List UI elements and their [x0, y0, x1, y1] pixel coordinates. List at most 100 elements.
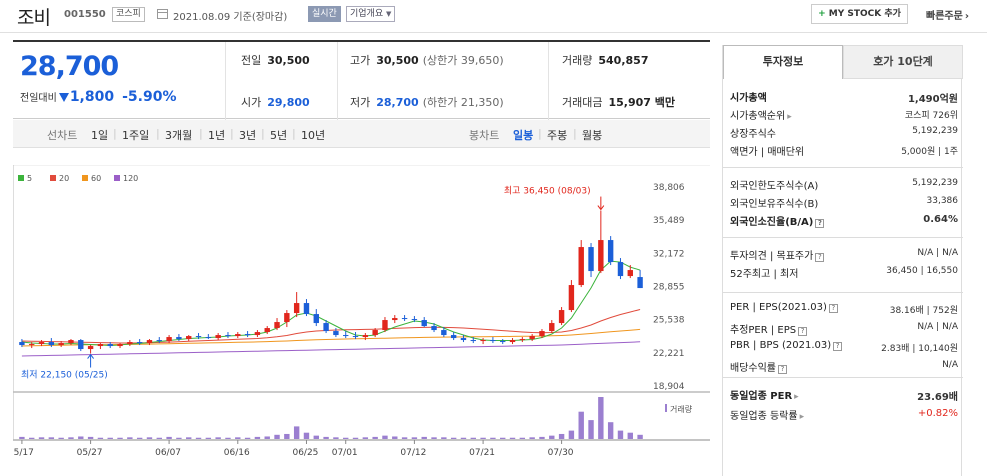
period-1d[interactable]: 1일	[91, 129, 109, 142]
volume-bar	[136, 437, 143, 439]
info-value: 코스피 726위	[904, 111, 958, 121]
open-label: 시가	[241, 96, 262, 109]
y-tick-label: 25,538	[653, 316, 685, 326]
caret-right-icon: ▸	[799, 412, 805, 422]
candle-body	[411, 319, 418, 321]
quick-order-link[interactable]: 빠른주문	[926, 7, 969, 22]
volume-bar	[558, 433, 565, 439]
low-label: 저가	[350, 96, 371, 109]
realtime-button[interactable]: 실시간	[308, 6, 341, 22]
company-overview-dropdown[interactable]: 기업개요 ▼	[346, 6, 396, 22]
candle-monthly[interactable]: 월봉	[582, 129, 603, 142]
divider: |	[199, 127, 203, 140]
candle-body	[382, 320, 388, 331]
info-label: PBR | BPS (2021.03)?	[730, 340, 843, 351]
volume-bar	[500, 437, 506, 439]
tab-order-book[interactable]: 호가 10단계	[843, 45, 963, 79]
candle-body	[490, 340, 496, 342]
volume-label: 거래량	[670, 404, 693, 414]
open-value: 29,800	[267, 96, 310, 109]
help-icon[interactable]: ?	[833, 342, 843, 351]
period-3y[interactable]: 3년	[239, 129, 257, 142]
candle-body	[186, 336, 192, 340]
candle-body	[441, 330, 447, 336]
help-icon[interactable]: ?	[778, 365, 787, 374]
candle-body	[274, 322, 280, 329]
upper-limit: (상한가 39,650)	[422, 54, 504, 67]
help-icon[interactable]: ?	[815, 253, 825, 262]
candle-body	[450, 335, 457, 339]
prev-close-label: 전일	[241, 54, 262, 67]
candle-body	[392, 318, 398, 321]
info-row: 투자의견 | 목표주가? N/A | N/A	[723, 245, 963, 263]
candle-body	[78, 340, 84, 350]
volume-legend-swatch	[665, 404, 667, 412]
candle-body	[637, 277, 643, 289]
candle-body	[235, 334, 241, 337]
info-label: PER | EPS(2021.03)?	[730, 302, 838, 313]
volume-bar	[568, 430, 575, 439]
volume-bar	[303, 432, 310, 439]
candle-body	[29, 344, 35, 346]
info-row[interactable]: 동일업종 등락률 ▸ +0.82%	[723, 405, 963, 423]
candle-body	[225, 335, 231, 337]
candle-body	[401, 318, 408, 320]
volume-bar	[244, 437, 251, 439]
candle-weekly[interactable]: 주봉	[547, 129, 568, 142]
lower-limit: (하한가 21,350)	[422, 96, 504, 109]
divider: |	[538, 127, 542, 140]
y-tick-label: 35,489	[653, 216, 685, 226]
candle-body	[254, 332, 261, 336]
section-divider	[723, 377, 963, 378]
info-value: 1,490억원	[907, 94, 958, 105]
info-label: 상장주식수	[730, 129, 776, 140]
volume-bar	[441, 437, 447, 439]
period-1y[interactable]: 1년	[208, 129, 226, 142]
candle-body	[607, 240, 614, 263]
candle-body	[578, 247, 584, 286]
chart-period-bar: 선차트 1일 | 1주일 | 3개월 | 1년 | 3년 | 5년 | 10년 …	[13, 120, 710, 148]
volume-bar	[382, 435, 388, 439]
volume-bar	[195, 437, 202, 439]
info-label: 52주최고 | 최저	[730, 269, 799, 280]
info-row[interactable]: 시가총액순위 ▸ 코스피 726위	[723, 105, 963, 123]
volume-bar	[411, 437, 418, 439]
volume-bar	[598, 397, 604, 439]
period-3m[interactable]: 3개월	[165, 129, 193, 142]
candle-body	[107, 344, 113, 347]
line-chart-label: 선차트	[47, 129, 78, 142]
stock-header: 조비 001550 코스피 2021.08.09 기준(장마감) 실시간 기업개…	[0, 0, 987, 32]
divider: |	[230, 127, 234, 140]
candle-body	[293, 303, 300, 314]
legend-label: 120	[123, 174, 138, 183]
volume-bar	[29, 437, 35, 439]
info-label: 외국인한도주식수(A)	[730, 181, 819, 192]
help-icon[interactable]: ?	[798, 327, 808, 336]
volume-bar	[68, 437, 74, 439]
candlestick-chart: 5 20 60 120 38,806 35,489 32,172 28,855 25,538 22…	[8, 164, 710, 458]
caret-right-icon: ▸	[787, 112, 792, 122]
info-label: 투자의견 | 목표주가?	[730, 247, 825, 262]
period-5y[interactable]: 5년	[270, 129, 288, 142]
info-row: 외국인소진율(B/A)? 0.64%	[723, 211, 963, 229]
tab-investment-info[interactable]: 투자정보	[723, 45, 843, 79]
volume-bar	[352, 437, 359, 439]
help-icon[interactable]: ?	[828, 304, 838, 313]
help-icon[interactable]: ?	[815, 219, 825, 228]
info-label: 동일업종 등락률 ▸	[730, 411, 805, 422]
candle-daily[interactable]: 일봉	[513, 129, 534, 142]
prev-close-value: 30,500	[267, 54, 310, 67]
legend-swatch	[114, 175, 120, 181]
period-10y[interactable]: 10년	[301, 129, 326, 142]
x-tick-label: 06/25	[292, 448, 318, 458]
volume-bar	[470, 437, 476, 439]
info-value: 33,386	[926, 196, 959, 206]
period-1w[interactable]: 1주일	[122, 129, 150, 142]
info-value: N/A	[942, 360, 958, 370]
volume-bar	[19, 436, 25, 439]
candle-body	[68, 340, 74, 344]
info-row[interactable]: 동일업종 PER ▸ 23.69배	[723, 385, 963, 403]
candle-body	[136, 342, 143, 344]
volume-bar	[637, 434, 643, 439]
add-my-stock-button[interactable]: + MY STOCK 추가	[811, 4, 908, 24]
